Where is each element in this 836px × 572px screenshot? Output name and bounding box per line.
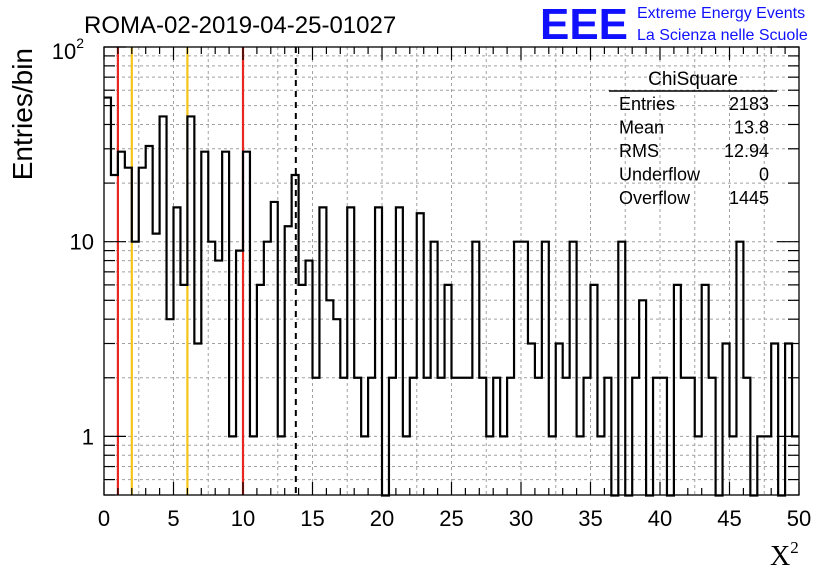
x-tick-label: 35	[578, 506, 602, 531]
x-tick-label: 40	[648, 506, 672, 531]
x-tick-label: 25	[439, 506, 463, 531]
stats-label: Overflow	[619, 188, 691, 208]
stats-box: ChiSquare Entries 2183 Mean 13.8 RMS 12.94 Und…	[609, 69, 777, 208]
logo-line1: Extreme Energy Events	[637, 5, 805, 22]
stats-box-title: ChiSquare	[648, 69, 738, 90]
stats-value: 13.8	[734, 118, 769, 138]
stats-label: Entries	[619, 94, 675, 114]
x-tick-label: 30	[509, 506, 533, 531]
stats-value: 1445	[729, 188, 769, 208]
x-tick-label: 10	[231, 506, 255, 531]
y-tick-label: 1	[82, 424, 94, 449]
logo-line2: La Scienza nelle Scuole	[637, 27, 808, 44]
x-tick-label: 45	[717, 506, 741, 531]
x-tick-label: 15	[300, 506, 324, 531]
x-tick-label: 5	[167, 506, 179, 531]
stats-label: Mean	[619, 118, 664, 138]
stats-value: 2183	[729, 94, 769, 114]
x-axis: 0 5 10 15 20 25 30 35 40 45 50	[98, 47, 811, 531]
y-axis: 1 10 102	[52, 35, 799, 496]
eee-logo: EEE Extreme Energy Events La Scienza nel…	[540, 0, 808, 49]
x-tick-label: 20	[370, 506, 394, 531]
x-tick-label: 0	[98, 506, 110, 531]
reference-lines	[116, 47, 297, 495]
y-tick-label: 102	[52, 35, 84, 64]
y-tick-label: 10	[70, 230, 94, 255]
stats-value: 0	[759, 165, 769, 185]
chart-title: ROMA-02-2019-04-25-01027	[84, 12, 396, 39]
x-tick-label: 50	[787, 506, 811, 531]
stats-label: Underflow	[619, 165, 701, 185]
logo-mark: EEE	[540, 0, 628, 49]
stats-label: RMS	[619, 141, 659, 161]
histogram-line	[104, 96, 799, 497]
stats-value: 12.94	[724, 141, 769, 161]
x-axis-label: X2	[770, 538, 799, 572]
y-axis-label: Entries/bin	[7, 48, 38, 180]
